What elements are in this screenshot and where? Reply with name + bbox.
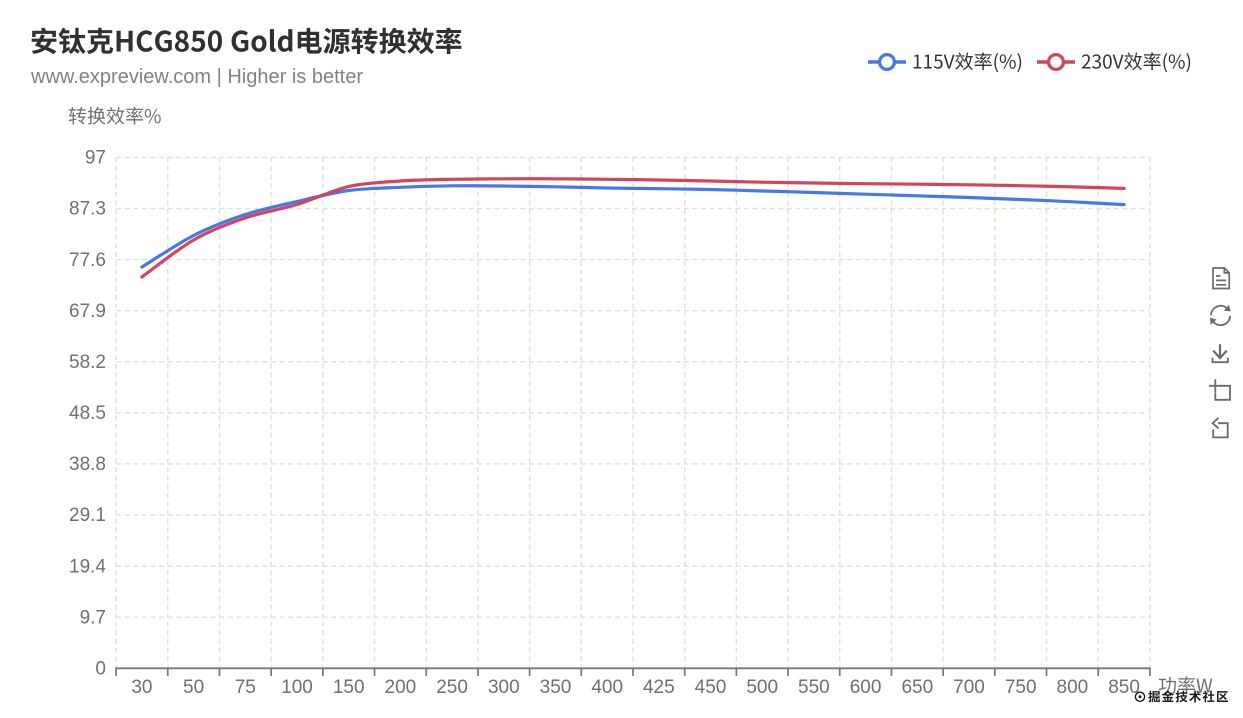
- svg-text:77.6: 77.6: [69, 250, 106, 271]
- svg-text:58.2: 58.2: [69, 352, 106, 373]
- svg-text:50: 50: [183, 677, 204, 698]
- svg-text:67.9: 67.9: [69, 301, 106, 322]
- svg-text:30: 30: [131, 677, 152, 698]
- svg-text:400: 400: [591, 677, 623, 698]
- svg-text:250: 250: [436, 677, 468, 698]
- svg-text:350: 350: [540, 677, 572, 698]
- svg-text:300: 300: [488, 677, 520, 698]
- svg-text:425: 425: [643, 677, 675, 698]
- svg-text:9.7: 9.7: [80, 607, 106, 628]
- svg-text:150: 150: [333, 677, 365, 698]
- svg-text:75: 75: [235, 677, 256, 698]
- svg-text:550: 550: [798, 677, 830, 698]
- svg-text:500: 500: [746, 677, 778, 698]
- svg-text:www.expreview.com | Higher is: www.expreview.com | Higher is better: [30, 66, 363, 88]
- svg-text:850: 850: [1108, 677, 1140, 698]
- svg-text:800: 800: [1057, 677, 1089, 698]
- svg-text:750: 750: [1005, 677, 1037, 698]
- svg-text:87.3: 87.3: [69, 199, 106, 220]
- svg-text:600: 600: [850, 677, 882, 698]
- svg-text:700: 700: [953, 677, 985, 698]
- svg-text:38.8: 38.8: [69, 454, 106, 475]
- svg-text:19.4: 19.4: [69, 556, 106, 577]
- svg-text:48.5: 48.5: [69, 403, 106, 424]
- svg-text:97: 97: [85, 148, 106, 169]
- svg-text:450: 450: [695, 677, 727, 698]
- svg-text:29.1: 29.1: [69, 505, 106, 526]
- svg-text:650: 650: [901, 677, 933, 698]
- svg-text:0: 0: [95, 659, 106, 680]
- svg-text:200: 200: [385, 677, 417, 698]
- svg-text:100: 100: [281, 677, 313, 698]
